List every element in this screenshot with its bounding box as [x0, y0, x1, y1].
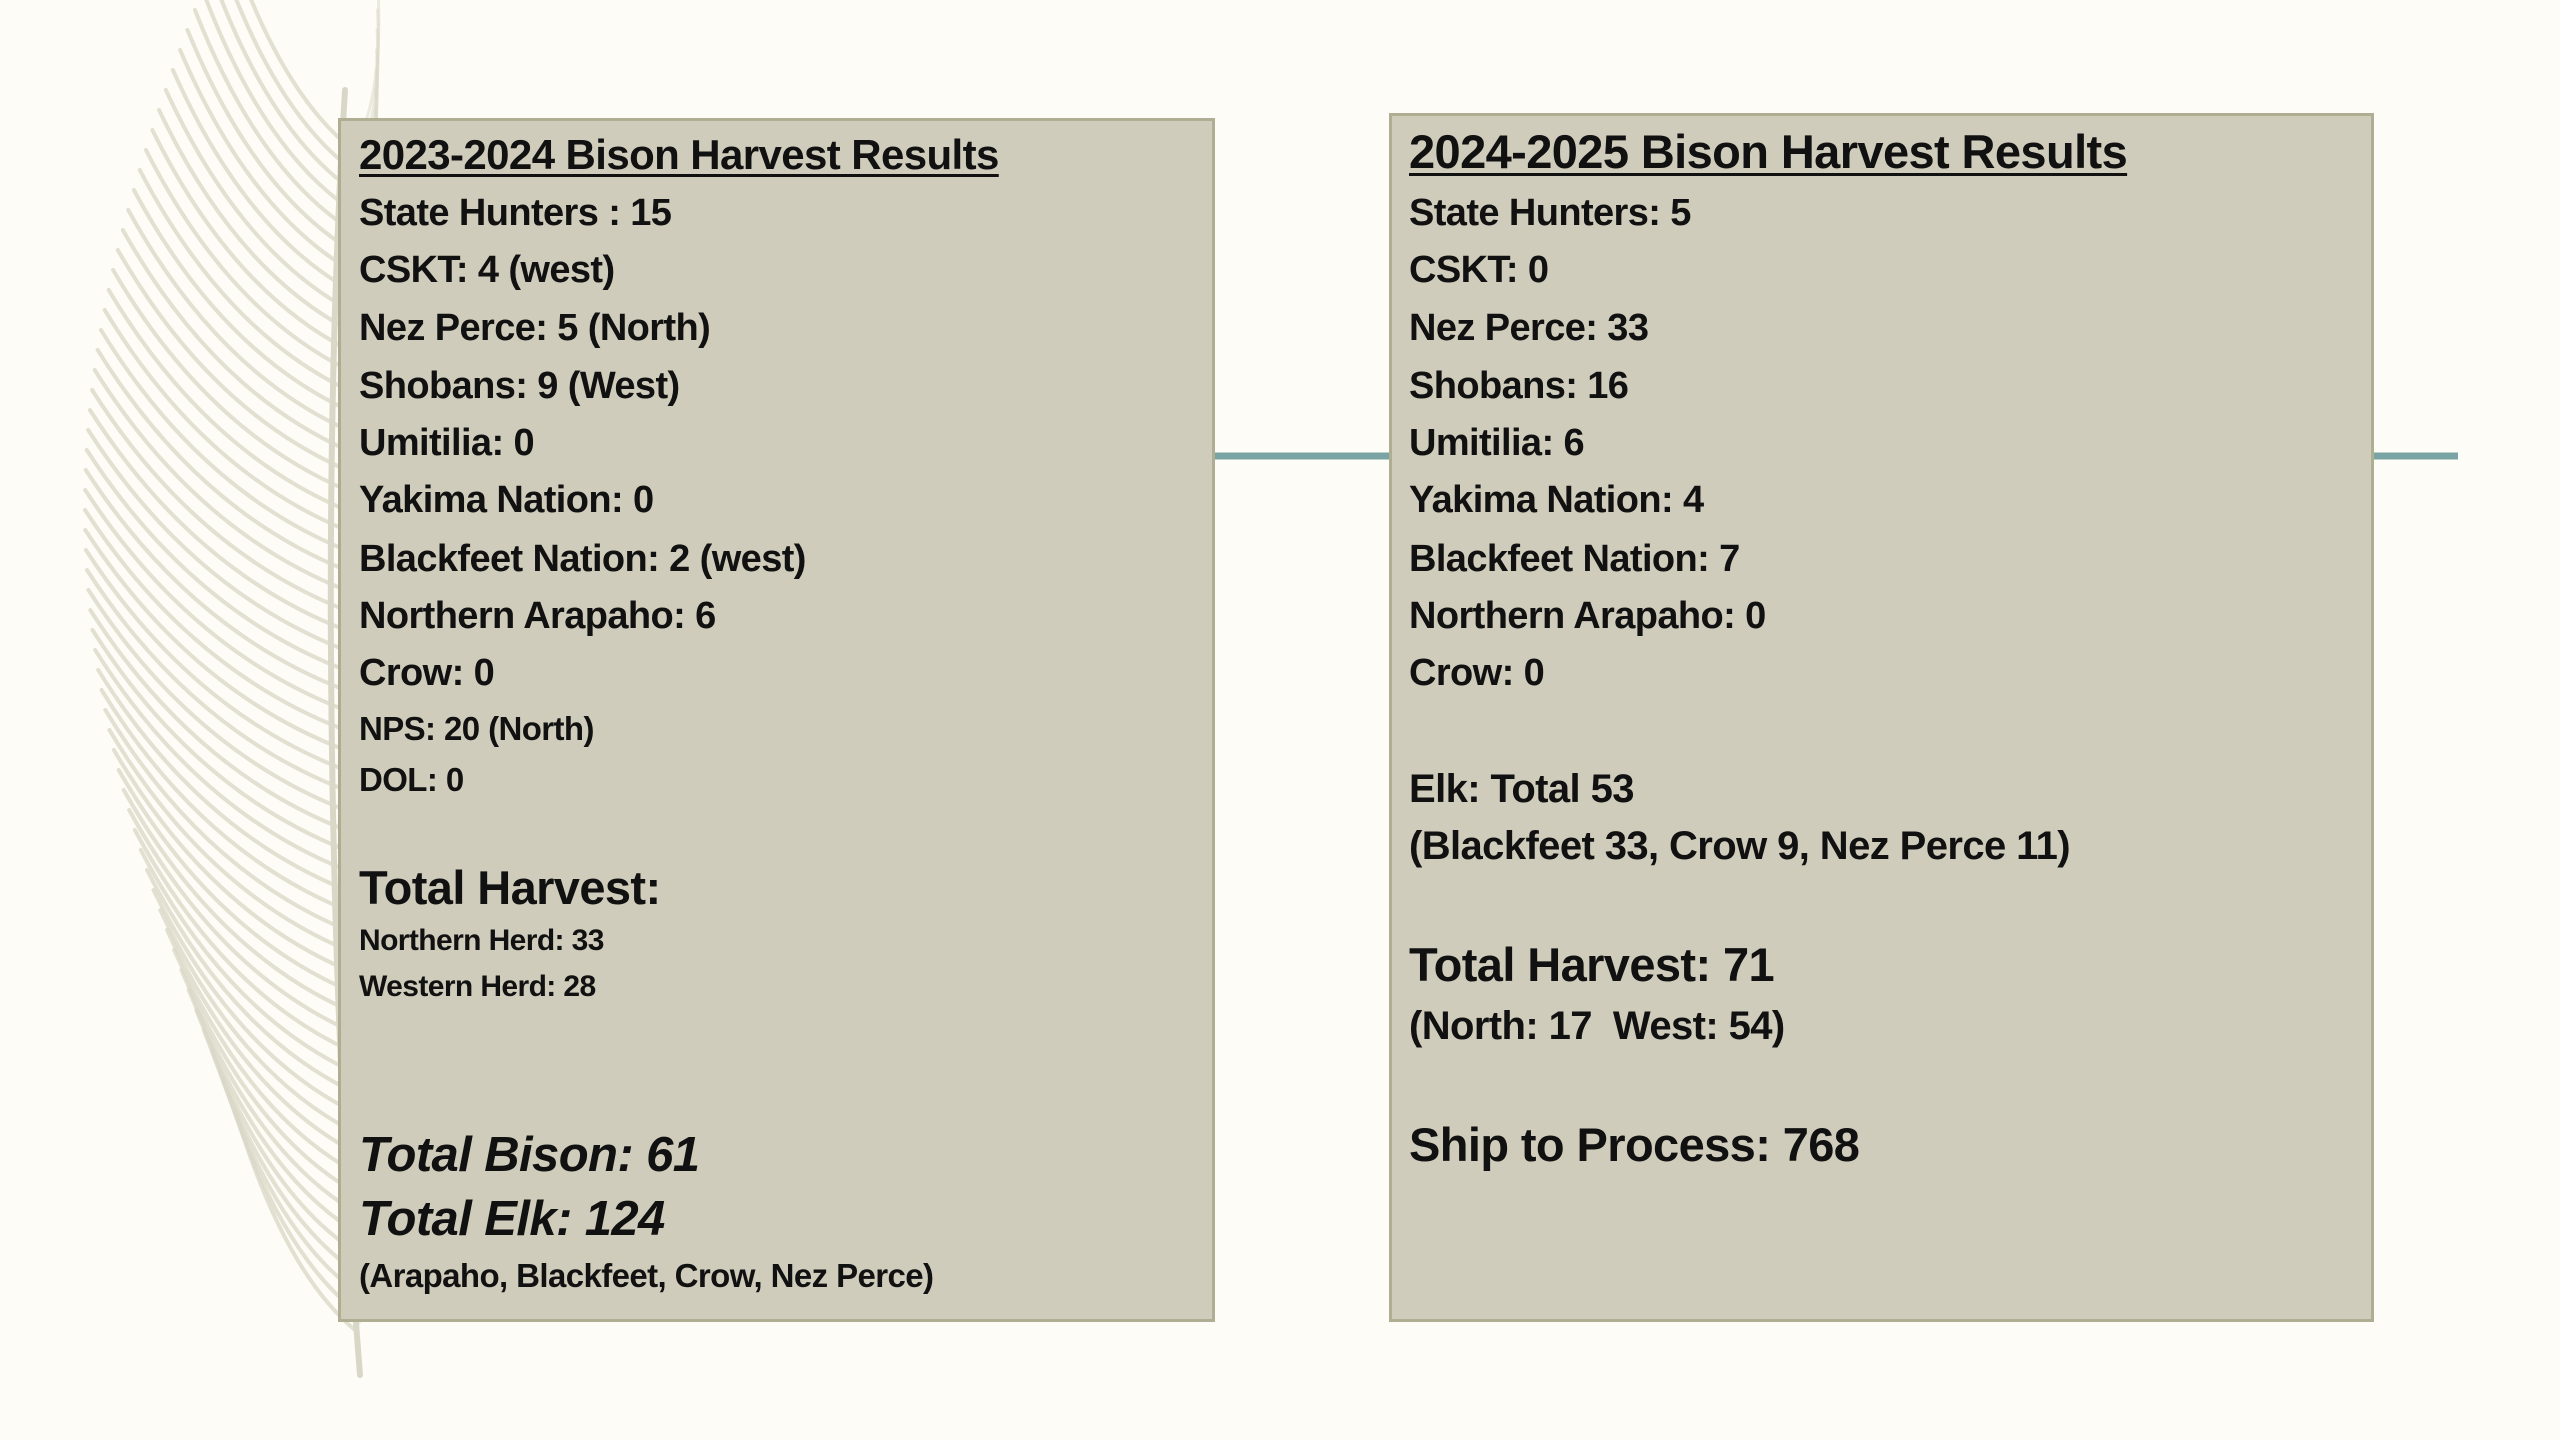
text-line: Yakima Nation: 4 — [1409, 478, 1704, 521]
feather-barb — [83, 468, 348, 692]
text-line: Total Harvest: 71 — [1409, 938, 1775, 992]
feather-barb — [92, 368, 348, 592]
text-line: Shobans: 16 — [1409, 364, 1629, 407]
text-line: Umitilia: 0 — [359, 421, 535, 464]
text-line: Yakima Nation: 0 — [359, 478, 654, 521]
feather-barb — [93, 648, 348, 872]
feather-barb — [95, 348, 348, 572]
feather-barb — [158, 908, 353, 1132]
feather-barb — [102, 308, 348, 532]
feather-barb — [96, 668, 349, 892]
text-line: Northern Arapaho: 6 — [359, 594, 716, 637]
feather-barb — [83, 548, 348, 772]
feather-barb — [111, 748, 350, 972]
feather-barb — [87, 408, 348, 632]
feather-barb — [192, 8, 354, 232]
feather-barb — [172, 948, 354, 1172]
text-line: Blackfeet Nation: 2 (west) — [359, 537, 806, 580]
feather-barb — [163, 88, 352, 312]
feather-barb — [219, 0, 355, 192]
text-line: Blackfeet Nation: 7 — [1409, 537, 1740, 580]
feather-barb — [249, 0, 356, 152]
panel-left — [338, 118, 1215, 1322]
text-line: NPS: 20 (North) — [359, 710, 594, 748]
text-line: Northern Arapaho: 0 — [1409, 594, 1766, 637]
feather-barb — [90, 628, 348, 852]
feather-barb — [83, 488, 348, 712]
text-line: (Arapaho, Blackfeet, Crow, Nez Perce) — [359, 1257, 934, 1295]
feather-barb — [106, 288, 349, 512]
feather-barb — [186, 988, 355, 1212]
feather-barb — [127, 808, 351, 1032]
feather-barb — [98, 328, 348, 552]
feather-barb — [86, 428, 348, 652]
text-line: Nez Perce: 33 — [1409, 307, 1649, 350]
text-line: Elk: Total 53 — [1409, 766, 1634, 811]
panel-title: 2023-2024 Bison Harvest Results — [359, 131, 999, 179]
text-line: Total Bison: 61 — [359, 1128, 700, 1182]
feather-barb — [132, 828, 351, 1052]
text-line: Northern Herd: 33 — [359, 924, 604, 958]
feather-barb — [150, 128, 351, 352]
feather-barb — [88, 608, 348, 832]
feather — [83, 0, 383, 1378]
panel-title: 2024-2025 Bison Harvest Results — [1409, 124, 2128, 178]
feather-barb — [170, 68, 352, 292]
text-line: Ship to Process: 768 — [1409, 1117, 1860, 1171]
feather-barb — [201, 1028, 356, 1252]
text-line: Western Herd: 28 — [359, 970, 596, 1004]
text-line: State Hunters: 5 — [1409, 191, 1691, 234]
text-line: Crow: 0 — [359, 652, 495, 695]
feather-barb — [185, 28, 353, 252]
text-line: State Hunters : 15 — [359, 191, 672, 234]
feather-barb — [194, 1008, 355, 1232]
feather-barb — [143, 148, 351, 372]
feather-barb — [157, 108, 352, 332]
text-line: Nez Perce: 5 (North) — [359, 307, 711, 350]
text-line: (Blackfeet 33, Crow 9, Nez Perce 11) — [1409, 823, 2071, 868]
feather-barb — [165, 928, 353, 1152]
feather-barb — [83, 508, 348, 732]
text-line: CSKT: 0 — [1409, 248, 1549, 291]
feather-barb — [83, 528, 348, 752]
feather-barb — [99, 688, 349, 912]
feather-barb — [111, 268, 349, 492]
feather-barb — [121, 788, 350, 1012]
feather-barb — [107, 728, 349, 952]
text-line: Umitilia: 6 — [1409, 421, 1585, 464]
text-line: Total Harvest: — [359, 861, 661, 915]
text-line: CSKT: 4 (west) — [359, 248, 615, 291]
text-line: Crow: 0 — [1409, 652, 1545, 695]
feather-barb — [138, 848, 351, 1072]
feather-barb — [137, 168, 350, 392]
feather-barb — [179, 968, 354, 1192]
text-line: (North: 17 West: 54) — [1409, 1003, 1785, 1048]
text-line: Shobans: 9 (West) — [359, 364, 680, 407]
feather-barb — [116, 768, 350, 992]
text-line: DOL: 0 — [359, 761, 464, 799]
feather-barb — [86, 588, 348, 812]
feather-barb — [126, 208, 350, 432]
feather-barb — [178, 48, 353, 272]
feather-barb — [103, 708, 349, 932]
feather-barb — [204, 0, 354, 212]
feather-barb — [90, 388, 348, 612]
panel-right — [1389, 113, 2374, 1322]
feather-barb — [151, 888, 352, 1112]
feather-barb — [84, 568, 348, 792]
feather-barb — [115, 248, 349, 472]
feather-barb — [84, 448, 348, 672]
feather-barb — [234, 0, 355, 172]
feather-barb — [120, 228, 349, 452]
feather-barb — [131, 188, 350, 412]
feather-barb — [145, 868, 352, 1092]
text-line: Total Elk: 124 — [359, 1191, 665, 1246]
